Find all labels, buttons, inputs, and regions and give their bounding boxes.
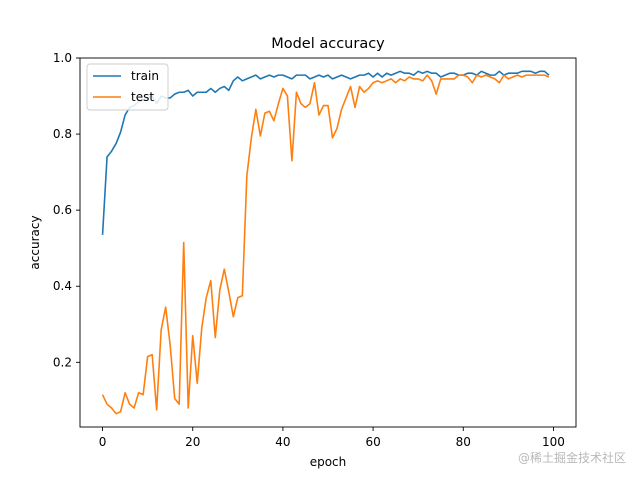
- y-tick-label: 0.2: [53, 355, 72, 369]
- x-tick-label: 60: [365, 435, 380, 449]
- x-tick-label: 100: [542, 435, 565, 449]
- x-axis: 0 20 40 60 80 100: [99, 427, 565, 449]
- chart-title: Model accuracy: [271, 36, 385, 52]
- plot-area: [101, 70, 550, 415]
- x-tick-label: 40: [275, 435, 290, 449]
- y-axis: 0.2 0.4 0.6 0.8 1.0: [53, 51, 80, 369]
- x-tick-label: 80: [456, 435, 471, 449]
- x-tick-label: 20: [185, 435, 200, 449]
- legend-label-train: train: [131, 69, 159, 83]
- y-tick-label: 0.8: [53, 127, 72, 141]
- x-tick-label: 0: [99, 435, 107, 449]
- plot-frame: [79, 57, 577, 428]
- y-axis-label: accuracy: [28, 215, 42, 269]
- series-line-train: [101, 70, 550, 235]
- y-tick-label: 1.0: [53, 51, 72, 65]
- legend-label-test: test: [131, 90, 154, 104]
- x-axis-label: epoch: [310, 455, 347, 469]
- watermark-text: @稀土掘金技术社区: [517, 451, 626, 465]
- y-tick-label: 0.4: [53, 279, 72, 293]
- legend: train test: [86, 63, 169, 111]
- series-line-test: [101, 74, 550, 415]
- y-tick-label: 0.6: [53, 203, 72, 217]
